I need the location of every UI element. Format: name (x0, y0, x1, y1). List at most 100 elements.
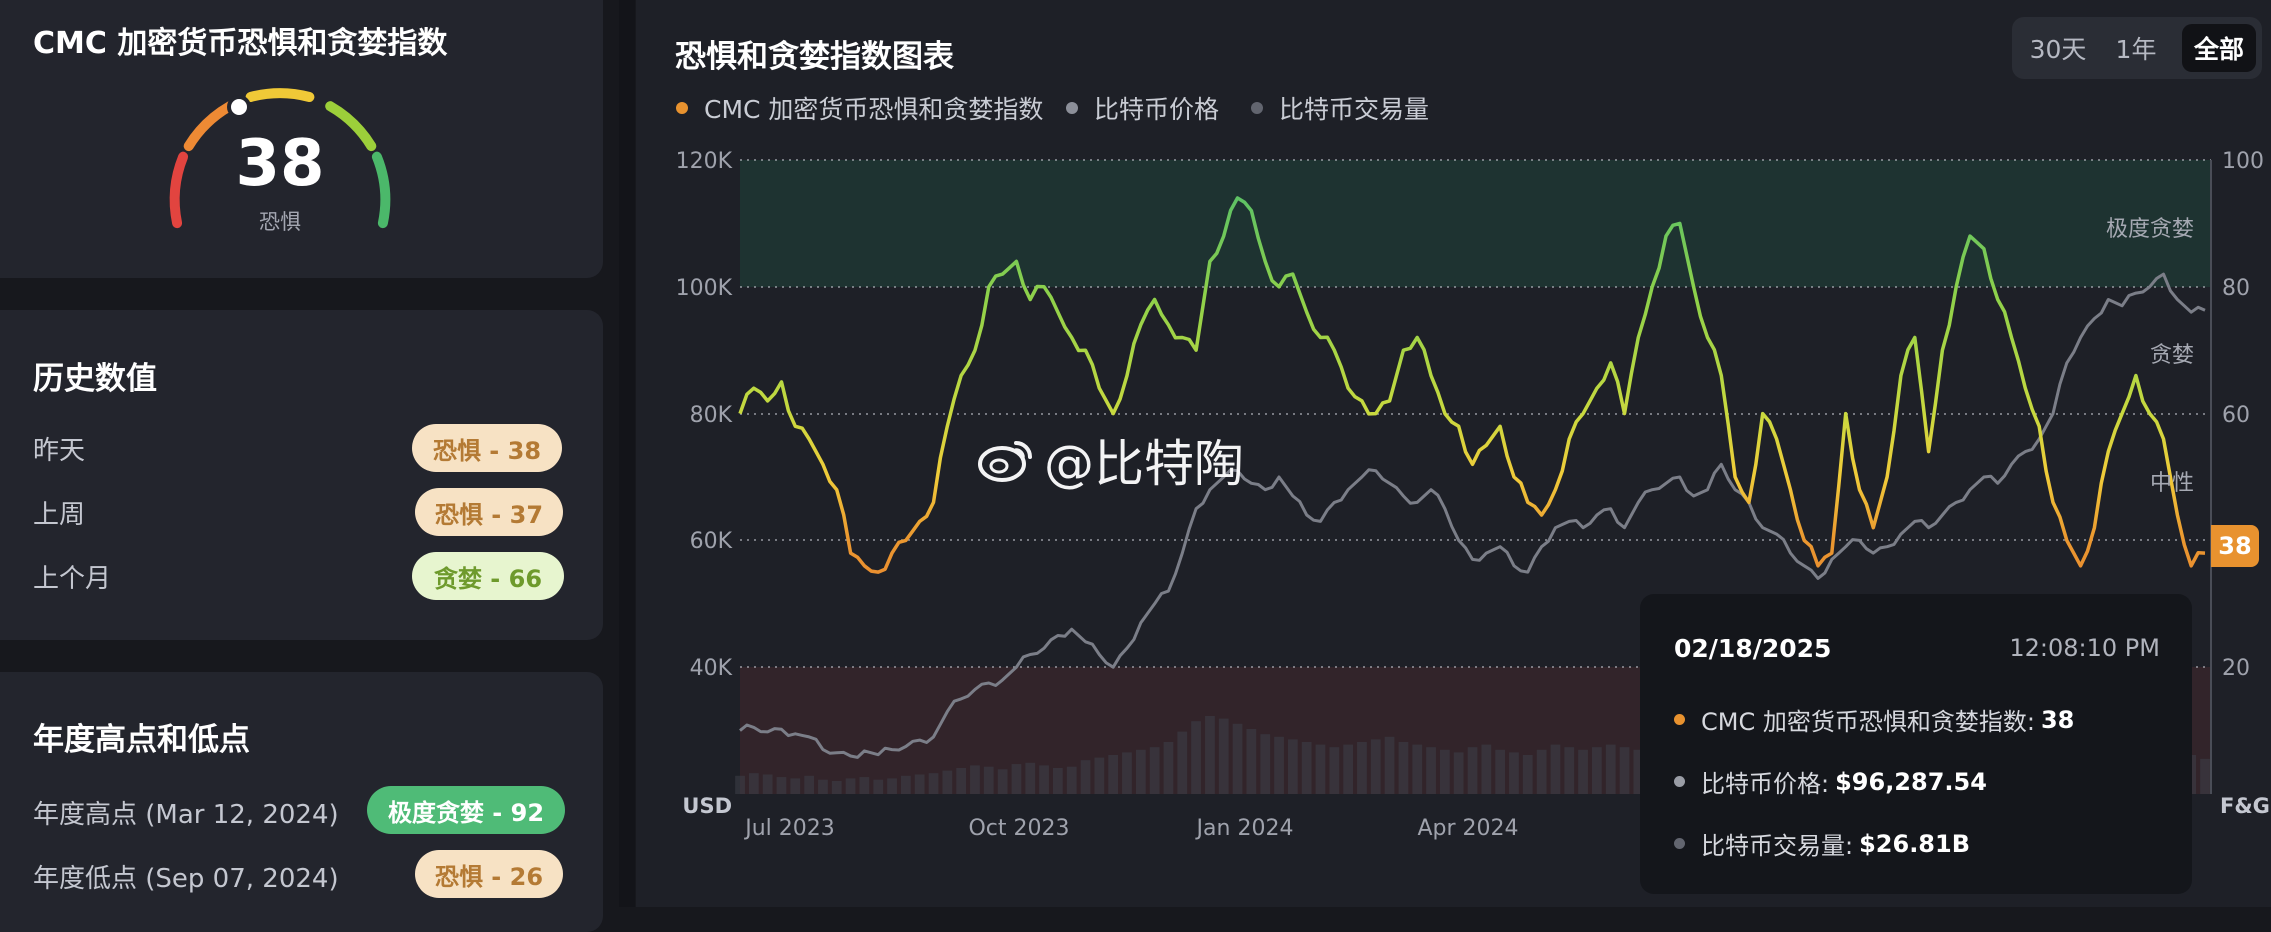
volume-bar (845, 778, 856, 794)
yearly-card: 年度高点和低点 年度高点 (Mar 12, 2024) 极度贪婪 - 92 年度… (0, 672, 603, 932)
volume-bar (1025, 762, 1036, 794)
x-tick-label: Jan 2024 (1195, 816, 1294, 841)
tooltip-value-btc-volume: $26.81B (1859, 829, 1970, 858)
volume-bar (1426, 747, 1436, 794)
volume-bar (1578, 749, 1588, 794)
yearly-low-label: 年度低点 (Sep 07, 2024) (33, 864, 339, 894)
tooltip-dot-btc-volume (1674, 838, 1685, 849)
legend-label-btc-price: 比特币价格 (1094, 95, 1220, 124)
tooltip-label-btc-volume: 比特币交易量: (1701, 832, 1854, 860)
volume-bar (735, 775, 745, 794)
volume-bar (1412, 744, 1423, 794)
x-tick-label: Oct 2023 (968, 816, 1069, 841)
legend-btc-volume[interactable]: 比特币交易量 (1251, 90, 1429, 126)
range-button-30d[interactable]: 30天 (2029, 35, 2087, 64)
y-left-tick-label: 60K (690, 529, 733, 554)
yearly-high-badge: 极度贪婪 - 92 (367, 786, 565, 834)
volume-bar (1053, 768, 1063, 794)
yearly-high-label: 年度高点 (Mar 12, 2024) (33, 800, 339, 830)
volume-bar (1274, 736, 1284, 794)
volume-bar (1522, 755, 1533, 794)
weibo-logo-icon (978, 441, 1032, 482)
volume-bar (956, 768, 966, 794)
volume-bar (901, 775, 911, 794)
gauge-segment-extreme-greed (371, 151, 391, 229)
volume-bar (1467, 747, 1478, 794)
volume-bar (1550, 744, 1561, 794)
volume-bar (942, 770, 953, 794)
volume-bar (1605, 744, 1616, 794)
zone-label: 中性 (2150, 471, 2194, 496)
gauge-value: 38 (235, 127, 325, 201)
volume-bar (1108, 755, 1118, 794)
tooltip-row-fear-greed: CMC 加密货币恐惧和贪婪指数: 38 (1674, 702, 2074, 737)
legend-label-btc-volume: 比特币交易量 (1279, 95, 1430, 124)
chart-tooltip: 02/18/2025 12:08:10 PM CMC 加密货币恐惧和贪婪指数: … (1640, 594, 2192, 894)
fear-greed-line (738, 196, 2206, 574)
yearly-low-badge: 恐惧 - 26 (415, 850, 563, 898)
yearly-card-title: 年度高点和低点 (33, 722, 250, 758)
volume-bar (1039, 765, 1049, 794)
gauge-segment-extreme-fear (169, 151, 189, 229)
history-label-last-month: 上个月 (33, 564, 112, 594)
y-left-tick-label: 40K (690, 656, 733, 681)
gauge-segment-neutral (245, 88, 315, 102)
y-left-tick-label: 100K (676, 276, 733, 301)
volume-bar (859, 777, 870, 794)
volume-bar (1343, 744, 1353, 794)
volume-bar (1301, 742, 1312, 794)
volume-bar (914, 774, 925, 794)
volume-bar (776, 777, 787, 794)
volume-bar (1232, 723, 1243, 794)
tooltip-date: 02/18/2025 (1674, 634, 1832, 663)
tooltip-dot-btc-price (1674, 776, 1685, 787)
volume-bar (1288, 739, 1298, 794)
y-left-tick-label: 120K (676, 149, 733, 174)
gauge-segment-fear (183, 101, 235, 152)
volume-bar (1633, 749, 1644, 794)
volume-bar (873, 779, 884, 794)
volume-bar (749, 773, 759, 794)
volume-bar (1315, 744, 1326, 794)
legend-btc-price[interactable]: 比特币价格 (1066, 90, 1219, 126)
history-label-yesterday: 昨天 (33, 436, 86, 466)
zone-label: 贪婪 (2150, 343, 2194, 368)
volume-bar (1357, 742, 1367, 794)
history-label-last-week: 上周 (33, 500, 86, 530)
gauge-needle-indicator (227, 95, 251, 119)
volume-bar (1246, 729, 1257, 794)
range-button-all[interactable]: 全部 (2182, 24, 2256, 72)
legend-fear-greed[interactable]: CMC 加密货币恐惧和贪婪指数 (676, 90, 1043, 126)
volume-bar (970, 765, 980, 794)
range-button-1y[interactable]: 1年 (2115, 35, 2157, 64)
volume-bar (790, 778, 801, 794)
fear-greed-gauge (169, 88, 391, 229)
volume-bar (1177, 731, 1188, 794)
tooltip-time: 12:08:10 PM (2009, 634, 2160, 662)
volume-bar (1619, 747, 1630, 794)
panel-divider (619, 0, 635, 907)
volume-bar (1440, 749, 1450, 794)
volume-bar (831, 781, 842, 794)
volume-bar (762, 774, 773, 794)
range-selector: 30天 1年 全部 (2012, 17, 2262, 79)
volume-bar (928, 773, 939, 794)
volume-bar (983, 766, 994, 794)
volume-bar (1163, 742, 1174, 794)
volume-bar (1370, 739, 1381, 794)
volume-bar (1191, 721, 1201, 794)
tooltip-value-btc-price: $96,287.54 (1835, 767, 1987, 796)
legend-dot-btc-volume (1251, 102, 1263, 114)
volume-bar (1536, 749, 1547, 794)
tooltip-label-fear-greed: CMC 加密货币恐惧和贪婪指数: (1701, 708, 2035, 736)
tooltip-row-btc-volume: 比特币交易量: $26.81B (1674, 826, 1970, 861)
volume-bar (818, 779, 828, 794)
volume-bar (1398, 742, 1409, 794)
y-right-tick-label: 100 (2222, 149, 2264, 174)
current-value-badge: 38 (2211, 525, 2259, 567)
volume-bar (1149, 747, 1160, 794)
y-left-tick-label: 80K (690, 403, 733, 428)
volume-bar (1509, 752, 1519, 794)
watermark-text: @比特陶 (1044, 435, 1244, 493)
